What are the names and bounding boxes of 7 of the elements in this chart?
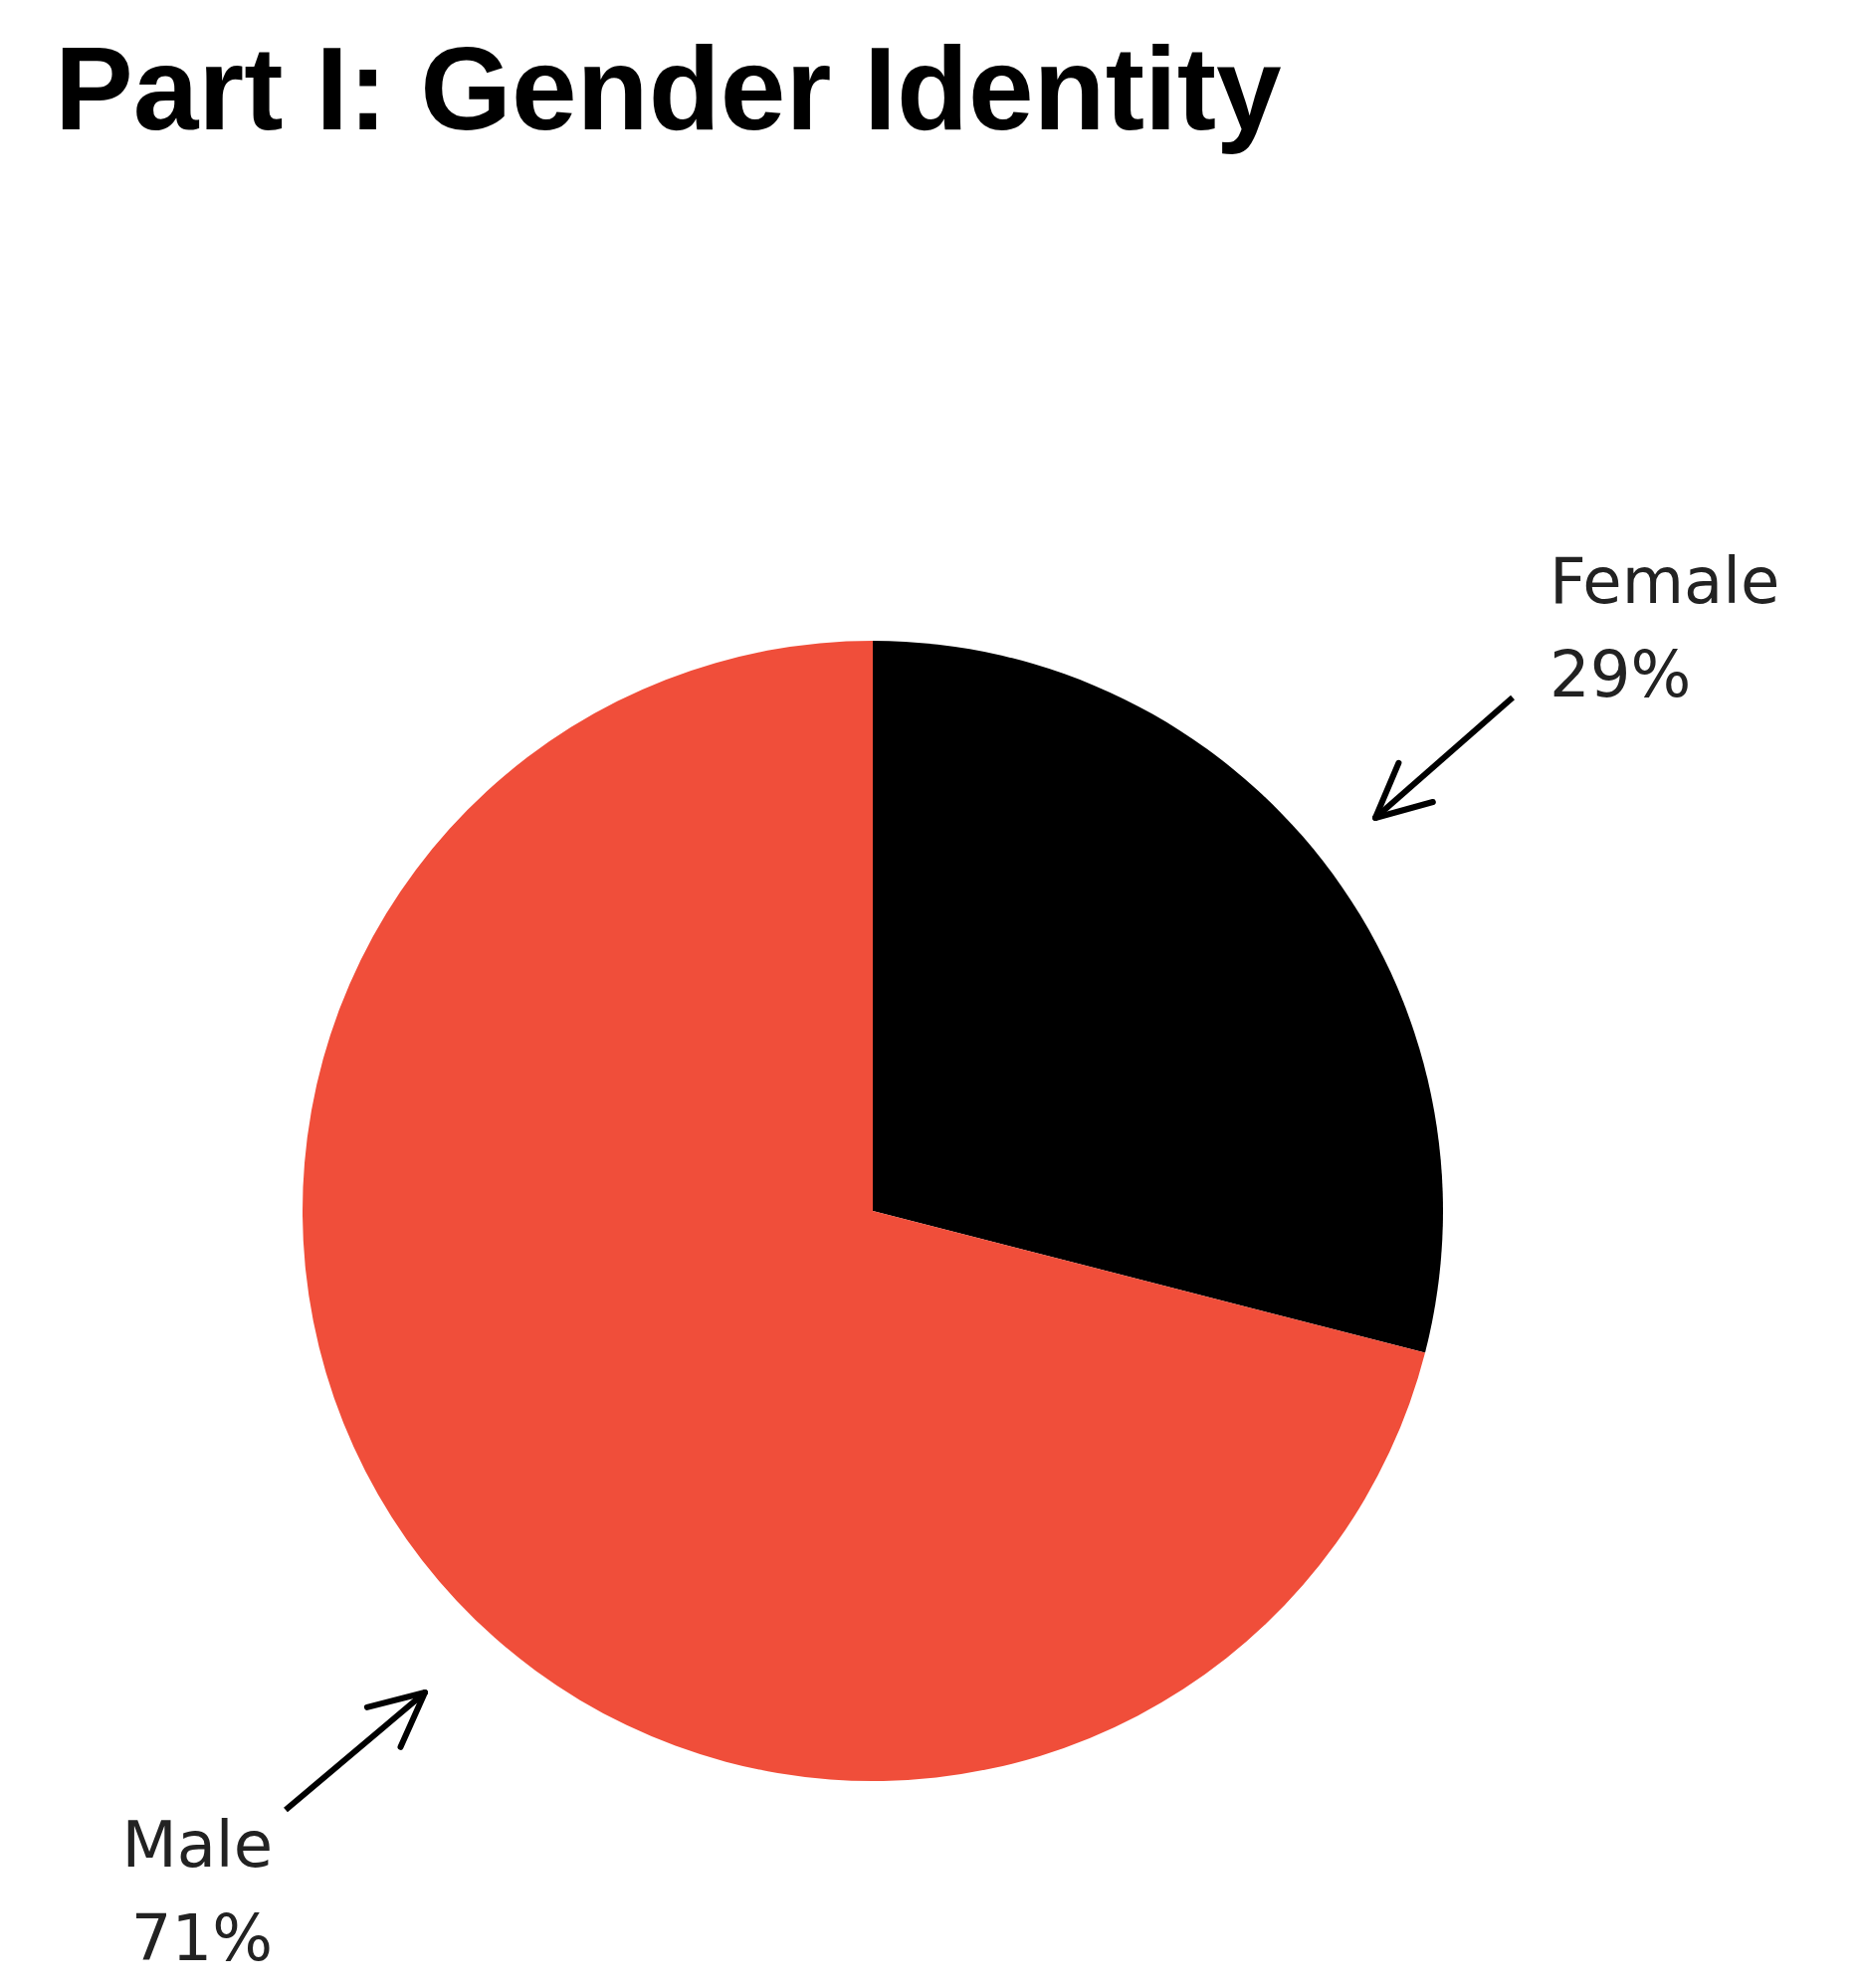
pie-slice xyxy=(873,641,1443,1353)
slice-label: Male xyxy=(121,1808,273,1882)
data-label: 71% xyxy=(130,1901,273,1975)
slice-label: Female xyxy=(1549,544,1780,618)
pie-slice xyxy=(303,641,1425,1781)
data-label: 29% xyxy=(1549,638,1692,711)
chart-title: Part I: Gender Identity xyxy=(55,23,1282,154)
